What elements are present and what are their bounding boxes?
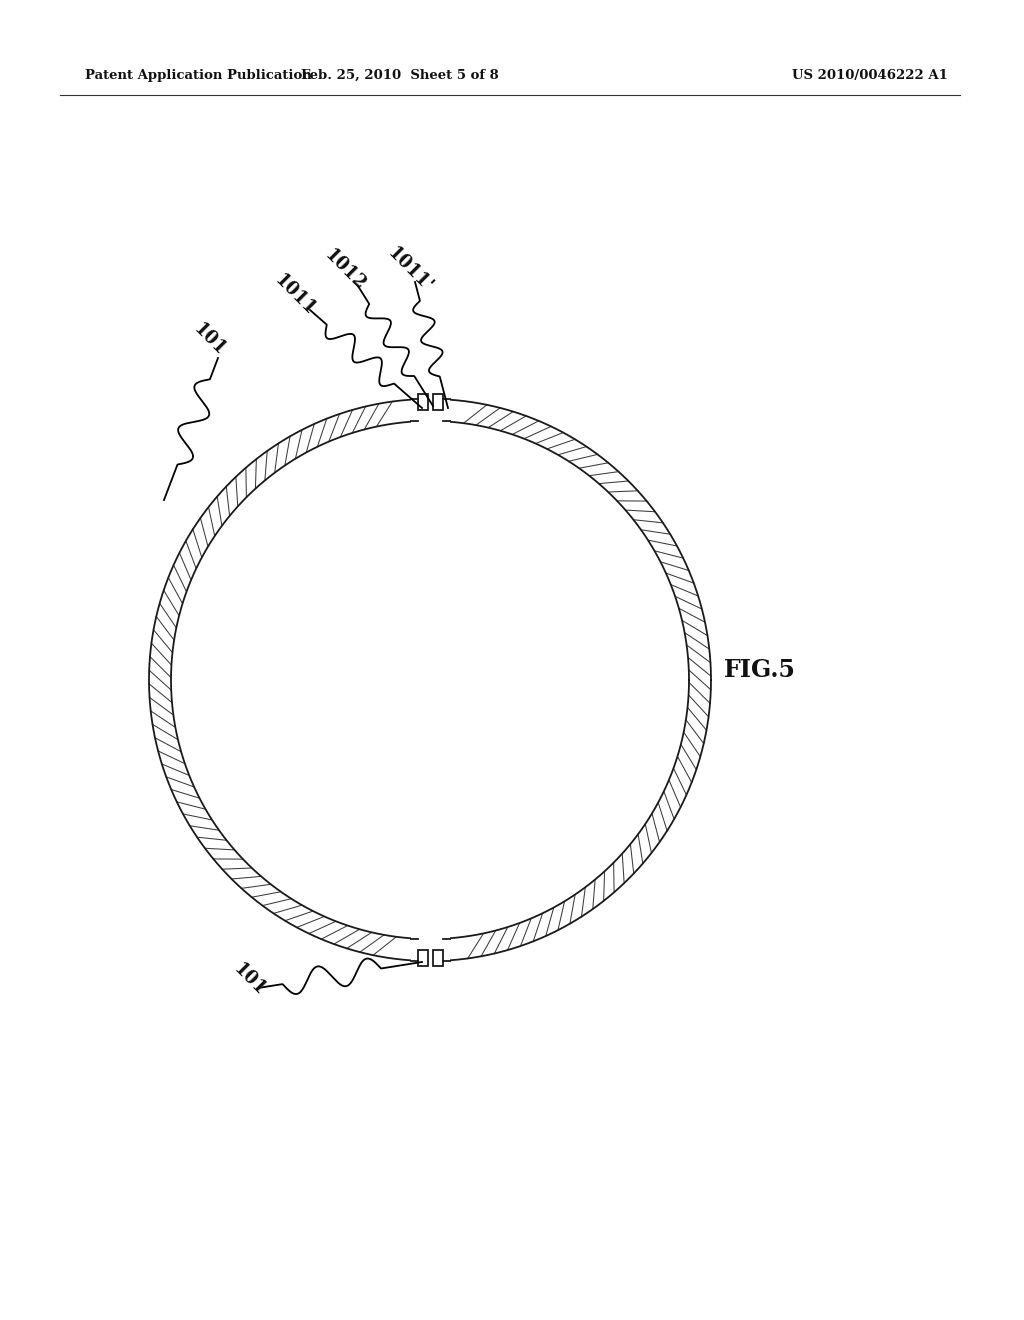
- Text: 101: 101: [190, 321, 229, 359]
- Bar: [432, 393, 442, 411]
- Bar: [432, 950, 442, 966]
- Text: Feb. 25, 2010  Sheet 5 of 8: Feb. 25, 2010 Sheet 5 of 8: [301, 69, 499, 82]
- Text: Patent Application Publication: Patent Application Publication: [85, 69, 311, 82]
- Text: 1011: 1011: [271, 271, 319, 319]
- Text: US 2010/0046222 A1: US 2010/0046222 A1: [792, 69, 948, 82]
- Bar: [418, 950, 427, 966]
- Bar: [411, 397, 450, 422]
- Text: 1012: 1012: [321, 246, 369, 294]
- Text: FIG.5: FIG.5: [724, 657, 796, 682]
- Bar: [411, 937, 450, 964]
- Bar: [418, 393, 427, 411]
- Text: 1011': 1011': [384, 244, 436, 296]
- Text: 101: 101: [230, 961, 269, 999]
